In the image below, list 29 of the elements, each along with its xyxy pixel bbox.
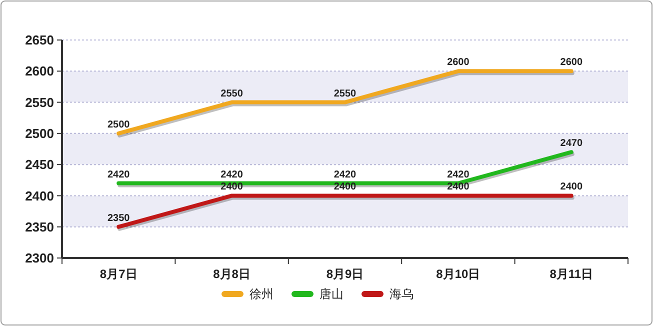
y-tick-label: 2400 (25, 188, 54, 204)
data-label: 2600 (560, 57, 583, 68)
data-label: 2550 (220, 88, 244, 100)
legend-label: 唐山 (320, 287, 344, 302)
y-tick-label: 2650 (25, 32, 54, 48)
y-tick-label: 2350 (25, 219, 54, 234)
y-tick-label: 2500 (25, 126, 54, 141)
x-tick-label: 8月9日 (326, 267, 364, 281)
data-label: 2400 (447, 182, 470, 193)
data-label: 2420 (334, 169, 357, 180)
data-label: 2600 (447, 57, 470, 68)
x-tick-label: 8月7日 (100, 267, 138, 281)
data-label: 2350 (107, 212, 130, 224)
y-tick-label: 2450 (25, 157, 54, 172)
x-tick-label: 8月8日 (213, 267, 250, 281)
y-tick-label: 2600 (25, 64, 54, 79)
data-label: 2420 (447, 169, 470, 180)
legend-label: 海乌 (390, 287, 414, 302)
data-label: 2420 (107, 169, 130, 180)
x-tick-label: 8月11日 (550, 267, 594, 281)
data-label: 2420 (220, 169, 244, 180)
legend-label: 徐州 (250, 287, 274, 302)
y-tick-label: 2300 (25, 250, 54, 266)
y-tick-label: 2550 (25, 94, 54, 110)
data-label: 2550 (334, 88, 357, 100)
data-label: 2470 (560, 138, 583, 150)
data-label: 2500 (107, 119, 130, 130)
x-tick-label: 8月10日 (436, 267, 480, 281)
data-label: 2400 (560, 182, 583, 193)
